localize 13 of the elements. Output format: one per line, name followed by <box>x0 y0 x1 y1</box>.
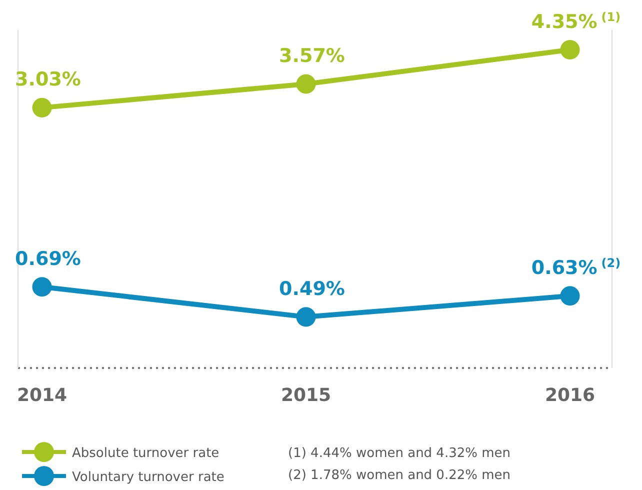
legend-label: Absolute turnover rate <box>72 446 220 461</box>
data-label: 0.49% <box>279 278 345 300</box>
x-tick-label: 2015 <box>280 385 332 406</box>
x-tick-label: 2016 <box>544 385 596 406</box>
data-label: 3.03% <box>15 68 81 91</box>
legend-label: Voluntary turnover rate <box>72 470 224 485</box>
data-label: 0.69% <box>15 248 81 270</box>
text: (2) 1.78% women and 0.22% men <box>288 468 511 483</box>
data-label: 3.57% <box>279 44 345 67</box>
x-tick-label: 2014 <box>16 385 68 406</box>
data-label: 4.35%$^{(1)}$ <box>531 10 621 33</box>
data-label: 0.63%$^{(2)}$ <box>531 256 621 279</box>
text: (1) 4.44% women and 4.32% men <box>288 446 511 461</box>
